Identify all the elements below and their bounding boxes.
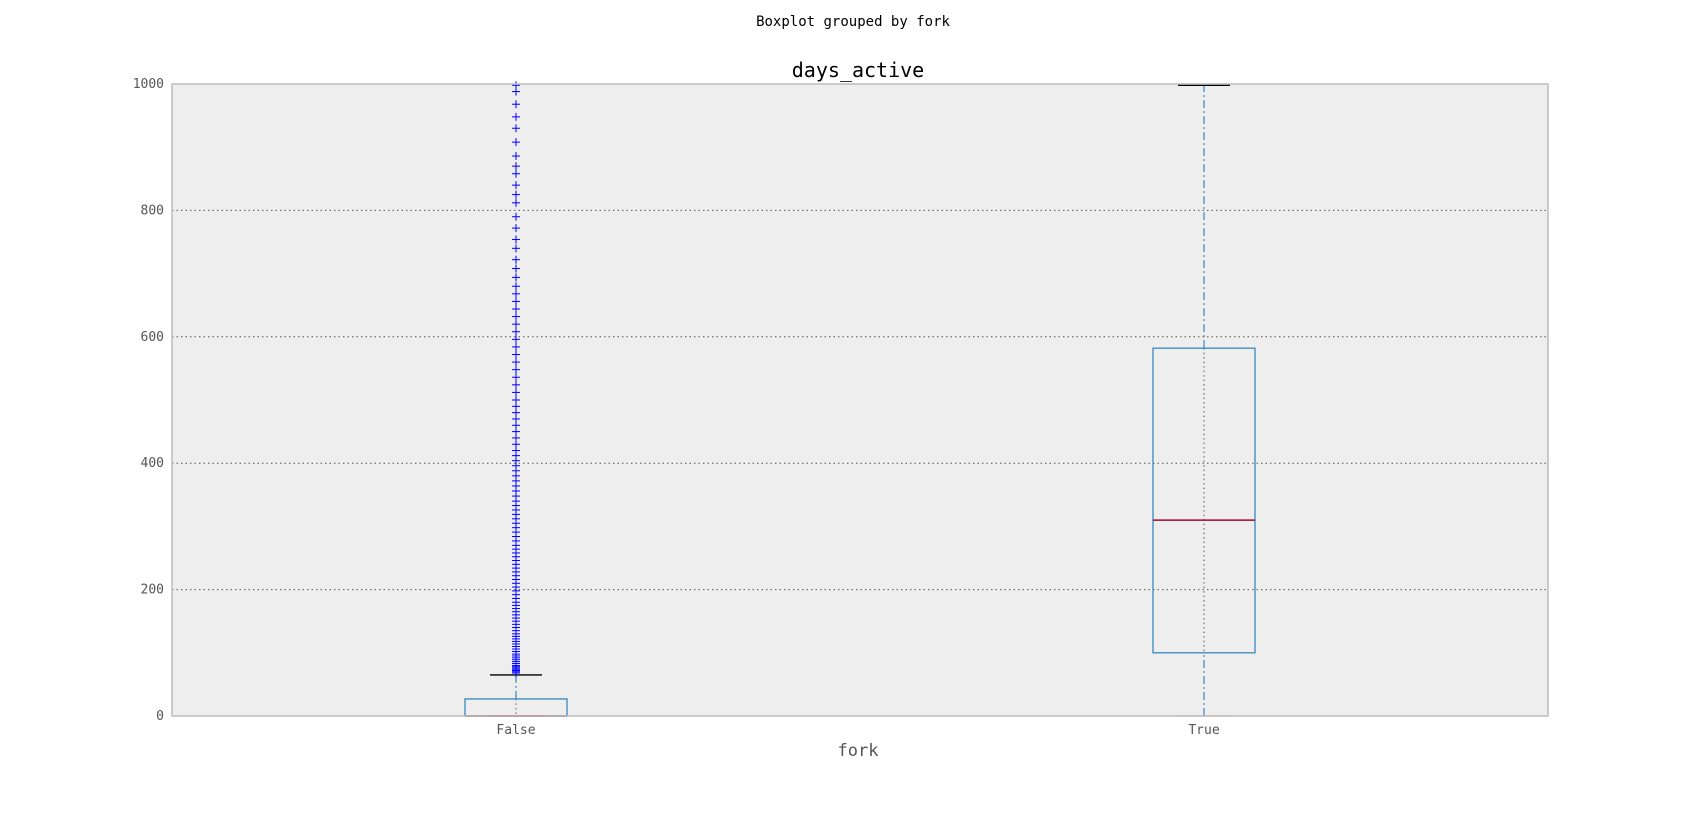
flier-point (512, 388, 520, 397)
flier-point (512, 112, 520, 121)
flier-point (512, 396, 520, 404)
y-tick-label-1000: 1000 (133, 77, 164, 92)
flier-point (512, 327, 520, 336)
flier-point (512, 212, 520, 221)
chart-title: days_active (792, 58, 924, 82)
flier-point (512, 320, 520, 329)
flier-point (512, 169, 520, 178)
chart-suptitle: Boxplot grouped by fork (756, 14, 950, 30)
flier-point (512, 358, 520, 367)
plot-frame (171, 83, 1549, 717)
flier-point (512, 100, 520, 109)
y-tick-label-600: 600 (141, 330, 164, 345)
flier-point (512, 312, 520, 321)
flier-point (512, 124, 520, 133)
plot-area (172, 84, 1548, 716)
flier-point (512, 138, 520, 147)
x-axis-label: fork (838, 741, 879, 761)
flier-point (512, 81, 520, 90)
y-tick-label-800: 800 (141, 203, 164, 218)
flier-point (512, 273, 520, 282)
flier-point (512, 297, 520, 306)
flier-point (512, 264, 520, 273)
flier-point (512, 235, 520, 244)
flier-point (512, 190, 520, 199)
flier-point (512, 255, 520, 264)
flier-point (512, 373, 520, 382)
x-tick-label-true: True (1188, 723, 1219, 738)
flier-point (512, 152, 520, 161)
flier-point (512, 162, 520, 171)
y-tick-label-400: 400 (141, 456, 164, 471)
flier-point (512, 365, 520, 374)
flier-point (512, 350, 520, 359)
x-axis-ticks: False True (496, 723, 1219, 738)
flier-point (512, 244, 520, 253)
y-tick-label-0: 0 (156, 709, 164, 724)
y-axis-ticks: 0 200 400 600 800 1000 (133, 77, 164, 724)
x-tick-label-false: False (496, 723, 535, 738)
flier-point (512, 304, 520, 313)
flier-point (512, 282, 520, 291)
flier-point (512, 289, 520, 298)
flier-point (512, 198, 520, 207)
flier-point (512, 335, 520, 344)
y-tick-label-200: 200 (141, 583, 164, 598)
flier-point (512, 181, 520, 190)
box-true (1152, 347, 1256, 654)
flier-point (512, 380, 520, 389)
flier-point (512, 342, 520, 351)
flier-point (512, 224, 520, 233)
